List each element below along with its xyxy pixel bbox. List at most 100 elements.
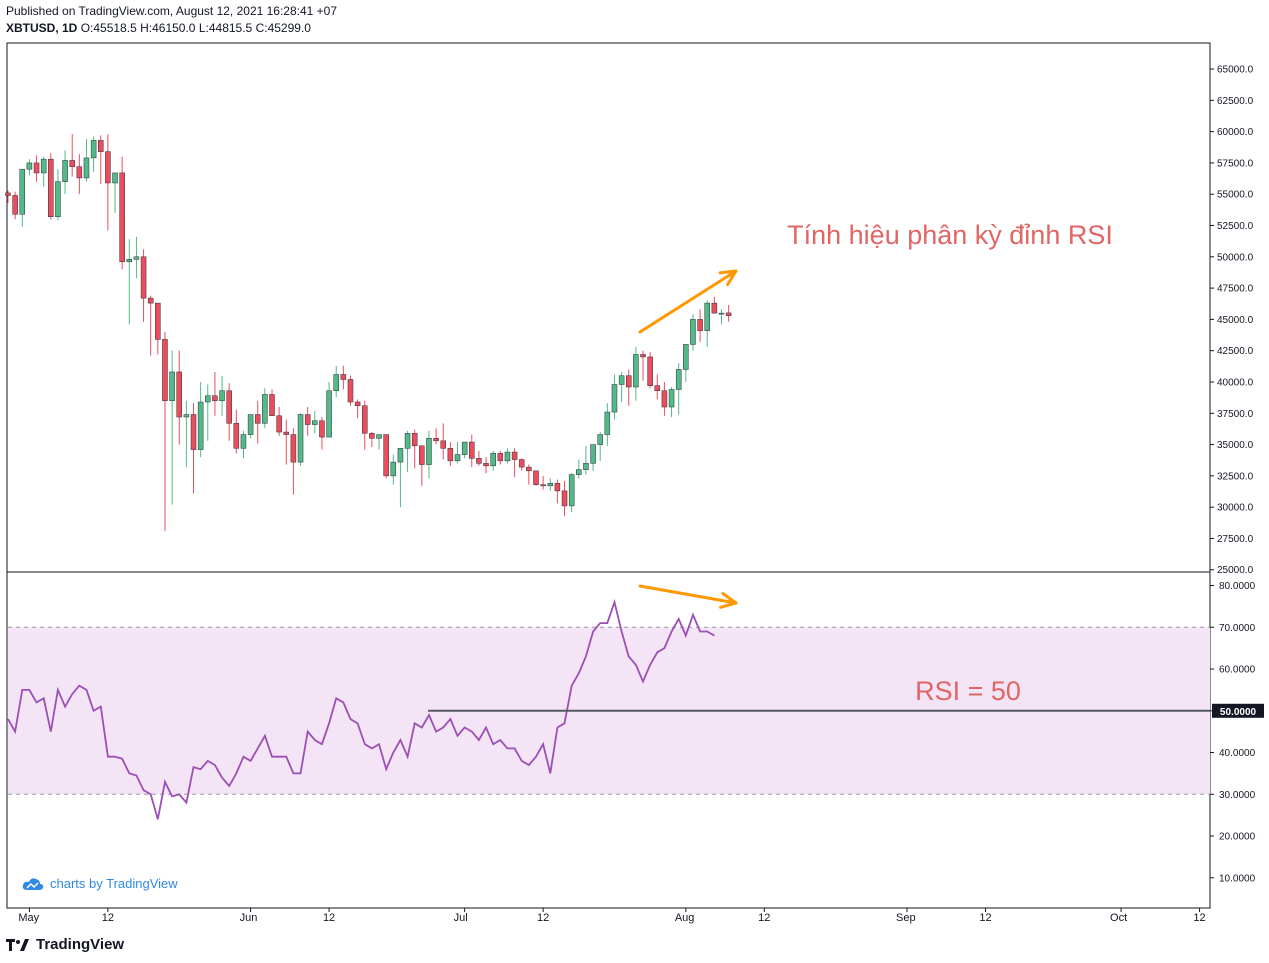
candle [504,448,511,464]
candle-body [212,395,218,402]
candle [304,407,311,436]
candle [433,428,439,445]
candle [176,350,182,445]
candle-body [526,466,532,472]
publish-info: Published on TradingView.com, August 12,… [6,4,338,18]
footer-brand[interactable]: TradingView [6,936,124,953]
candle [533,470,539,486]
candle [226,383,232,441]
candle [133,236,140,279]
price-tick-label: 62500.0 [1217,96,1254,107]
candle [461,441,468,459]
candle-body [262,394,268,424]
candle-body [704,302,710,331]
price-tick-label: 50000.0 [1217,252,1254,263]
candle-body [533,470,539,485]
candle-body [233,423,240,449]
ohlc-high: H:46150.0 [140,21,196,35]
candle [411,429,418,469]
arrow-head [719,592,738,609]
candle-body [205,395,211,403]
candle-body [333,374,339,391]
candle [683,344,689,382]
candle [126,239,133,325]
candle-body [376,434,382,439]
candle [583,445,589,475]
candle [162,331,168,531]
candle-body [561,490,568,507]
divergence-annotation: Tính hiệu phân kỳ đỉnh RSI [787,220,1113,250]
candle-body [76,166,83,179]
candle [440,423,446,460]
candle [469,434,475,468]
candle-body [433,438,439,442]
candle-body [26,162,33,170]
candle [597,432,603,461]
candle-body [354,401,361,407]
candle-body [190,414,197,450]
candle-body [640,354,646,358]
candle [283,419,290,465]
candle-body [133,256,140,260]
candle-body [711,302,718,314]
candle-body [547,483,554,487]
candle-body [511,451,518,460]
candle [155,302,161,355]
candle [83,139,90,182]
price-tick-label: 30000.0 [1217,503,1254,514]
candle-body [661,390,668,408]
candle [511,448,518,478]
candle-body [55,181,61,217]
candle [697,309,703,342]
candle [404,430,411,473]
candle-body [618,375,625,385]
candle-body [469,441,475,459]
candle [568,473,575,513]
candle-body [247,414,254,435]
candle-body [312,420,318,425]
candle-body [304,414,311,425]
date-tick-label: 12 [979,912,991,924]
candle [640,350,646,381]
candle-body [276,415,282,433]
candle-body [411,433,418,447]
candle [725,304,732,322]
candle [447,442,454,466]
candle [654,374,661,400]
candle-body [426,438,432,465]
price-tick-label: 55000.0 [1217,190,1254,201]
candle [347,375,354,406]
candle [362,400,368,450]
candle [76,154,83,195]
candle-body [12,195,18,215]
candle [219,375,225,416]
candle [625,369,632,406]
candle [690,314,696,351]
price-tick-label: 60000.0 [1217,127,1254,138]
candle [668,386,675,418]
symbol-label: XBTUSD, 1D [6,21,78,35]
date-tick-label: May [18,912,39,924]
candle [354,399,361,419]
symbol-legend: XBTUSD, 1D O:45518.5 H:46150.0 L:44815.5… [6,21,311,35]
ohlc-close: C:45299.0 [255,21,311,35]
rsi-divergence-arrow [638,584,738,609]
candle-body [240,434,247,449]
rsi-tick-label: 70.0000 [1219,623,1256,634]
rsi-tick-label: 40.0000 [1219,748,1256,759]
candle-body [540,484,546,487]
candle [190,403,197,494]
price-tick-label: 40000.0 [1217,377,1254,388]
candle [205,384,211,441]
candle-body [48,158,54,217]
candle [62,150,68,195]
candle [169,350,175,505]
candle [547,478,554,491]
candle-body [69,160,75,167]
candle [454,442,461,464]
candle-body [454,454,461,462]
candle-body [590,444,596,464]
candle-body [504,451,511,462]
watermark[interactable]: charts by TradingView [22,876,178,891]
